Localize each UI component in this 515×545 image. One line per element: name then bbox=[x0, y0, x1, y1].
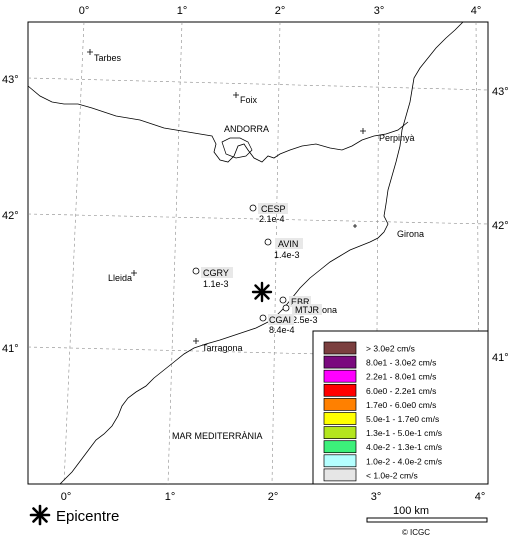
station-code-bg-cgry bbox=[201, 267, 233, 278]
legend-label: 5.0e-1 - 1.7e0 cm/s bbox=[366, 414, 439, 424]
legend-label: 6.0e0 - 2.2e1 cm/s bbox=[366, 386, 436, 396]
station-value-avin: 1.4e-3 bbox=[274, 250, 300, 260]
place-markers bbox=[87, 49, 366, 344]
legend-swatch bbox=[323, 412, 357, 425]
place-barcelona: ona bbox=[322, 305, 337, 315]
scale-bar-rect bbox=[366, 517, 488, 523]
legend-label: 1.7e0 - 6.0e0 cm/s bbox=[366, 400, 436, 410]
epicentre-key-icon bbox=[29, 504, 51, 526]
place-marker-lleida bbox=[131, 270, 137, 276]
station-value-cesp: 2.1e-4 bbox=[259, 214, 285, 224]
legend-label: > 3.0e2 cm/s bbox=[366, 344, 415, 354]
legend-swatch bbox=[323, 454, 357, 468]
right-tick-42: 42° bbox=[492, 220, 509, 232]
legend-label: 1.0e-2 - 4.0e-2 cm/s bbox=[366, 456, 442, 466]
bottom-tick-3: 3° bbox=[371, 491, 382, 503]
place-marker-tarragona bbox=[193, 338, 199, 344]
station-value-cgai: 8.4e-4 bbox=[269, 325, 295, 335]
legend-swatch bbox=[323, 369, 357, 383]
right-tick-41: 41° bbox=[492, 352, 509, 364]
station-code-bg-avin bbox=[275, 238, 303, 249]
scale-bar: 100 km © ICGC bbox=[366, 505, 488, 537]
place-lleida: Lleida bbox=[108, 273, 132, 283]
legend-swatch bbox=[323, 440, 357, 454]
station-code-bg-cesp bbox=[258, 203, 288, 214]
station-code-bg-ebr bbox=[289, 296, 311, 307]
station-marker-cesp bbox=[249, 204, 257, 212]
legend-swatch bbox=[323, 355, 357, 369]
station-code-cgai: CGAI bbox=[269, 315, 291, 325]
top-tick-1: 1° bbox=[177, 5, 188, 17]
legend: > 3.0e2 cm/s 8.0e1 - 3.0e2 cm/s 2.2e1 - 8.… bbox=[312, 330, 489, 485]
scale-label: 100 km bbox=[393, 505, 429, 517]
stations: CESP 2.1e-4 AVIN 1.4e-3 CGRY 1.1e-3 EBR … bbox=[192, 203, 322, 335]
bottom-tick-4: 4° bbox=[475, 491, 486, 503]
place-tarbes: Tarbes bbox=[94, 53, 122, 63]
left-tick-42: 42° bbox=[2, 210, 19, 222]
station-code-cgry: CGRY bbox=[203, 268, 229, 278]
station-value-mtjr: 2.5e-3 bbox=[292, 315, 318, 325]
place-tarragona: Tarragona bbox=[202, 343, 243, 353]
degree-labels: 0° 1° 2° 3° 4° 0° 1° 2° 3° 4° 43° 42° 41… bbox=[2, 5, 509, 503]
legend-swatch bbox=[323, 468, 357, 482]
top-tick-3: 3° bbox=[374, 5, 385, 17]
place-andorra: ANDORRA bbox=[224, 124, 269, 134]
legend-swatch bbox=[323, 341, 357, 355]
station-code-mtjr: MTJR bbox=[295, 305, 319, 315]
epicentre-key-label: Epicentre bbox=[56, 508, 119, 525]
epicentre-icon bbox=[251, 281, 273, 303]
legend-swatch bbox=[323, 398, 357, 411]
station-marker-ebr bbox=[279, 296, 287, 304]
station-value-cgry: 1.1e-3 bbox=[203, 279, 229, 289]
station-code-bg-cgai bbox=[268, 314, 294, 325]
top-tick-2: 2° bbox=[275, 5, 286, 17]
place-marker-perpinya bbox=[360, 128, 366, 134]
left-tick-41: 41° bbox=[2, 343, 19, 355]
legend-items: > 3.0e2 cm/s 8.0e1 - 3.0e2 cm/s 2.2e1 - 8.… bbox=[323, 341, 442, 482]
right-tick-43: 43° bbox=[492, 86, 509, 98]
legend-label: < 1.0e-2 cm/s bbox=[366, 470, 418, 480]
place-marker-tarbes bbox=[87, 49, 93, 55]
top-tick-0: 0° bbox=[79, 5, 90, 17]
bottom-tick-1: 1° bbox=[165, 491, 176, 503]
station-code-cesp: CESP bbox=[261, 204, 286, 214]
border-andorra bbox=[221, 137, 253, 159]
place-perpinya: Perpinyà bbox=[379, 133, 415, 143]
bottom-tick-0: 0° bbox=[61, 491, 72, 503]
station-marker-mtjr bbox=[282, 304, 290, 312]
legend-label: 8.0e1 - 3.0e2 cm/s bbox=[366, 358, 436, 368]
station-marker-cgry bbox=[192, 267, 200, 275]
station-code-ebr: EBR bbox=[291, 297, 310, 307]
station-code-bg-mtjr bbox=[292, 304, 322, 315]
legend-label: 2.2e1 - 8.0e1 cm/s bbox=[366, 372, 436, 382]
left-tick-43: 43° bbox=[2, 74, 19, 86]
place-marker-girona bbox=[353, 224, 357, 228]
station-marker-cgai bbox=[259, 314, 267, 322]
credit-text: © ICGC bbox=[402, 528, 430, 537]
place-marker-foix bbox=[233, 92, 239, 98]
bottom-tick-2: 2° bbox=[268, 491, 279, 503]
legend-swatch bbox=[323, 383, 357, 397]
station-code-avin: AVIN bbox=[278, 239, 298, 249]
coastline bbox=[59, 21, 464, 485]
station-marker-avin bbox=[264, 238, 272, 246]
place-girona: Girona bbox=[397, 229, 424, 239]
top-tick-4: 4° bbox=[471, 5, 482, 17]
legend-label: 1.3e-1 - 5.0e-1 cm/s bbox=[366, 428, 442, 438]
place-names: Tarbes Foix ANDORRA Perpinyà Girona Llei… bbox=[94, 53, 424, 441]
legend-swatch bbox=[323, 426, 357, 439]
border-pyrenees bbox=[27, 85, 409, 163]
legend-label: 4.0e-2 - 1.3e-1 cm/s bbox=[366, 442, 442, 452]
place-foix: Foix bbox=[240, 95, 258, 105]
place-sea: MAR MEDITERRÀNIA bbox=[172, 431, 263, 441]
